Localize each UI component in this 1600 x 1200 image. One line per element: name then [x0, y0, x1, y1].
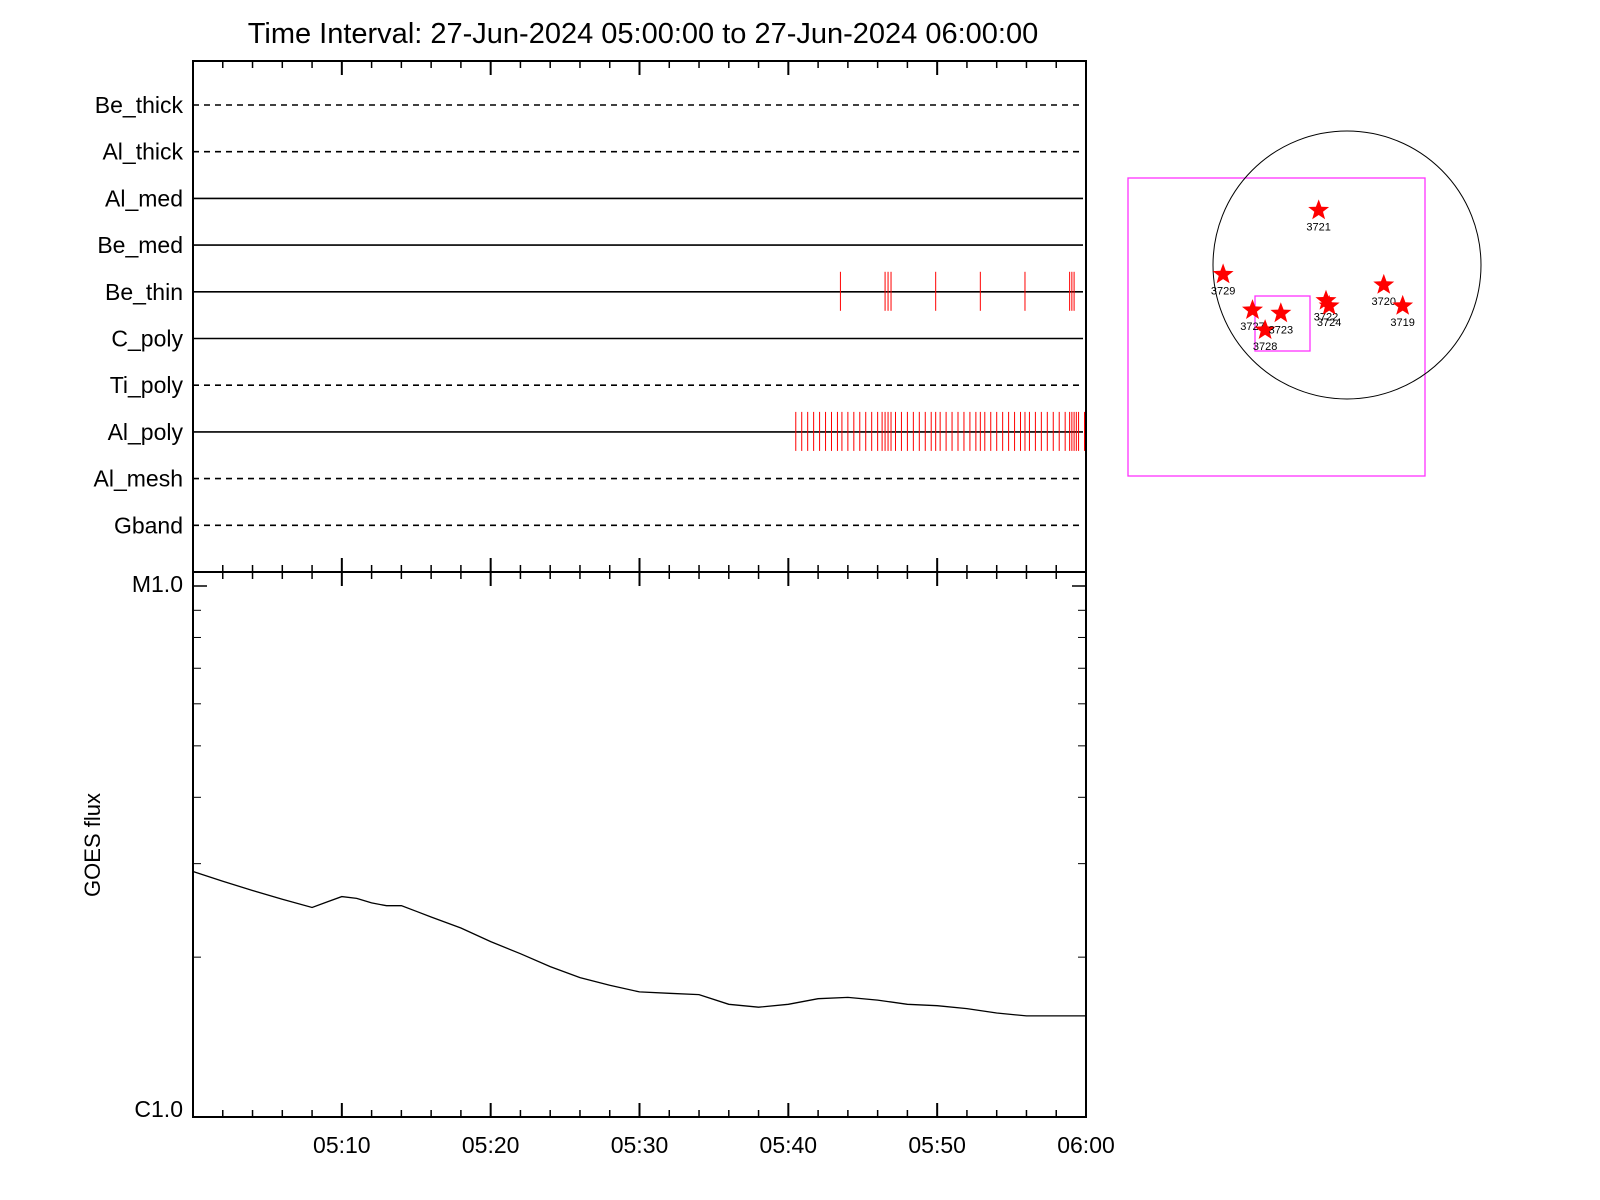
active-region-label: 3729: [1211, 285, 1235, 297]
event-marks: [795, 271, 1086, 451]
y-tick-label-top: M1.0: [132, 571, 183, 597]
active-region-label: 3723: [1269, 324, 1293, 336]
active-region-label: 3720: [1372, 296, 1396, 308]
goes-flux-line: [192, 870, 1086, 1017]
active-region-label: 3719: [1390, 317, 1414, 329]
channel-label: Al_thick: [102, 139, 183, 165]
active-region-label: 3728: [1253, 341, 1277, 353]
active-region-star: [1212, 263, 1234, 284]
sub-region-box: [1254, 295, 1311, 352]
active-region-star: [1392, 294, 1414, 315]
goes-axis-ticks: [192, 572, 1087, 1118]
solar-disk: [1212, 130, 1482, 400]
x-tick-label: 05:50: [908, 1132, 966, 1158]
x-tick-label: 06:00: [1057, 1132, 1115, 1158]
x-tick-labels: 05:10 05:20 05:30 05:40 05:50 06:00: [313, 1132, 1115, 1158]
active-region-star: [1254, 319, 1276, 339]
channel-label: Be_med: [97, 232, 183, 258]
y-axis-label: GOES flux: [80, 793, 105, 897]
goes-flux-panel: M1.0 C1.0 GOES flux 05:10 05:20 05:30 05:40…: [80, 571, 1115, 1158]
active-region-star: [1270, 302, 1292, 323]
active-region-star: [1373, 273, 1395, 294]
x-tick-label: 05:40: [760, 1132, 818, 1158]
channel-label: Al_med: [105, 185, 183, 211]
raster-time-ticks: [192, 61, 1087, 572]
x-tick-label: 05:30: [611, 1132, 669, 1158]
active-region-label: 3721: [1306, 221, 1330, 233]
channel-label: Gband: [114, 512, 183, 538]
active-region-star: [1242, 299, 1263, 319]
channel-label: Be_thick: [95, 92, 184, 118]
channel-label: Be_thin: [105, 279, 183, 305]
channel-label: Al_poly: [108, 419, 184, 445]
channel-labels: Be_thick Al_thick Al_med Be_med Be_thin C_pol…: [94, 92, 184, 538]
active-region-star: [1318, 294, 1340, 315]
x-tick-label: 05:20: [462, 1132, 520, 1158]
chart-title: Time Interval: 27-Jun-2024 05:00:00 to 2…: [248, 18, 1039, 50]
channel-label: C_poly: [111, 326, 183, 352]
active-region-star: [1315, 289, 1337, 310]
raster-frame: [192, 60, 1087, 573]
active-region-star: [1308, 199, 1330, 220]
x-tick-label: 05:10: [313, 1132, 371, 1158]
active-region-label: 3724: [1317, 317, 1341, 329]
goes-frame: [192, 571, 1087, 1118]
y-tick-label-bottom: C1.0: [134, 1096, 183, 1122]
channel-label: Al_mesh: [94, 466, 183, 492]
channel-label: Ti_poly: [110, 372, 184, 398]
active-region-label: 3727: [1240, 321, 1264, 333]
channel-lines: [193, 104, 1083, 527]
field-of-view-box: [1127, 177, 1426, 477]
filter-raster-panel: Be_thick Al_thick Al_med Be_med Be_thin C_pol…: [94, 60, 1087, 573]
active-region-label: 3722: [1314, 312, 1338, 324]
